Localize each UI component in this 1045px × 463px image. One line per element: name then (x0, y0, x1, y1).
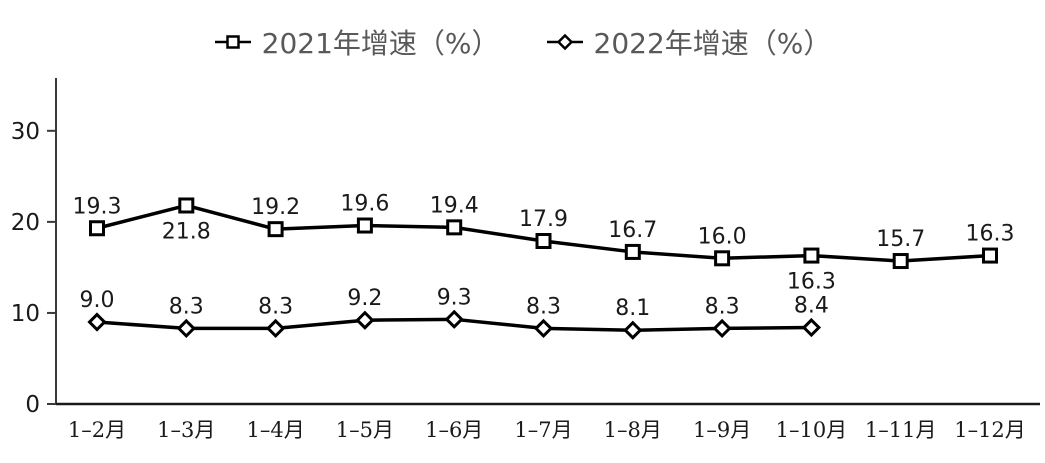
x-tick-label: 1–3月 (157, 418, 215, 442)
data-point-label: 16.0 (698, 224, 747, 249)
data-point-label: 16.3 (787, 270, 836, 295)
data-point-marker-square (803, 247, 820, 264)
x-tick-label: 1–8月 (604, 418, 662, 442)
legend-label-2021: 2021年增速（%） (261, 27, 500, 60)
data-point-label: 16.7 (608, 218, 657, 243)
data-point-marker-diamond (355, 310, 375, 330)
axes: 0 10 20 30 1–2月 1–3月 1–4月 1–5月 1–6月 1–7月 1–8月 1–9月 1… (11, 78, 1040, 442)
series-2022年增速（%）: 9.0 8.3 8.3 9.2 9.3 8.3 8.1 8.3 8.4 (80, 285, 829, 340)
data-point-marker-square (225, 35, 240, 49)
x-tick-label: 1–6月 (425, 418, 483, 442)
legend-marker-square-icon (214, 35, 251, 49)
data-point-label: 19.3 (73, 194, 122, 219)
data-point-marker-square (89, 220, 105, 237)
data-point-label: 8.4 (794, 294, 829, 319)
data-point-label: 8.3 (705, 294, 740, 319)
x-tick-label: 1–2月 (68, 418, 126, 442)
data-point-label: 9.0 (80, 288, 115, 313)
data-point-marker-square (178, 197, 195, 214)
data-point-marker-square (267, 221, 284, 238)
legend-label-2022: 2022年增速（%） (593, 27, 832, 60)
data-point-marker-square (892, 253, 909, 270)
x-tick-label: 1–10月 (776, 418, 848, 442)
data-point-marker-diamond (265, 318, 286, 339)
data-point-marker-diamond (712, 318, 732, 339)
legend-marker-diamond-icon (546, 33, 583, 51)
data-point-label: 19.4 (430, 193, 479, 218)
data-point-label: 8.3 (169, 294, 204, 319)
data-point-marker-square (535, 233, 552, 249)
data-point-marker-diamond (801, 317, 822, 338)
data-point-marker-square (356, 217, 373, 234)
chart-legend: 2021年增速（%） 2022年增速（%） (0, 22, 1045, 62)
y-tick-label: 30 (11, 119, 40, 145)
data-point-label: 8.1 (615, 296, 650, 321)
data-point-label: 9.3 (437, 285, 472, 310)
data-point-marker-diamond (623, 320, 643, 340)
data-point-label: 15.7 (876, 227, 925, 252)
x-tick-label: 1–7月 (514, 418, 572, 442)
y-tick-label: 0 (25, 392, 40, 418)
data-point-marker-diamond (176, 318, 196, 339)
legend-item-2022: 2022年增速（%） (546, 22, 832, 62)
data-point-label: 16.3 (966, 222, 1015, 247)
data-point-marker-diamond (533, 318, 554, 339)
data-point-label: 9.2 (347, 286, 382, 311)
data-point-marker-square (714, 250, 731, 267)
x-tick-label: 1–9月 (693, 418, 751, 442)
y-tick-label: 10 (11, 301, 40, 327)
x-tick-label: 1–5月 (336, 418, 394, 442)
data-point-marker-square (624, 243, 641, 260)
data-point-marker-square (446, 219, 463, 236)
x-tick-label: 1–12月 (954, 418, 1026, 442)
data-point-marker-diamond (444, 309, 464, 329)
y-tick-label: 20 (11, 210, 40, 236)
series-2021年增速（%）: 19.3 21.8 19.2 19.6 19.4 17.9 16.7 16.0 16.3 15.7… (73, 192, 1015, 295)
data-point-marker-diamond (87, 312, 107, 332)
data-point-label: 19.2 (251, 195, 300, 220)
data-point-marker-square (982, 247, 998, 264)
data-point-label: 19.6 (340, 192, 389, 217)
data-point-label: 21.8 (162, 219, 211, 244)
data-point-marker-diamond (556, 33, 573, 51)
data-point-label: 8.3 (258, 294, 293, 319)
data-point-label: 17.9 (519, 207, 568, 232)
legend-item-2021: 2021年增速（%） (214, 22, 500, 62)
data-point-label: 8.3 (526, 294, 561, 319)
x-tick-label: 1–11月 (865, 418, 937, 442)
x-tick-label: 1–4月 (246, 418, 304, 442)
